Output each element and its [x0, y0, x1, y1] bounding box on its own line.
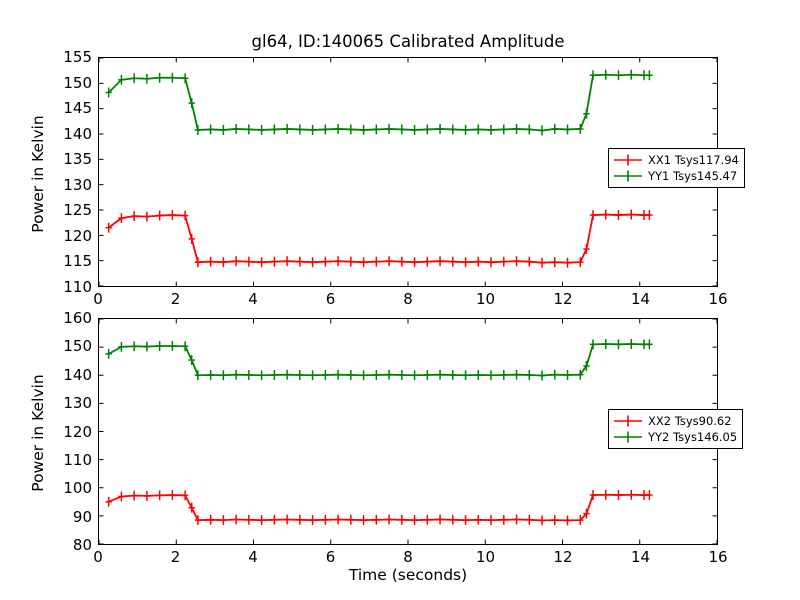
x-tick-label: 8	[403, 290, 413, 308]
legend-bottom[interactable]: XX2 Tsys90.62 YY2 Tsys146.05	[608, 409, 744, 449]
legend-top[interactable]: XX1 Tsys117.94 YY1 Tsys145.47	[608, 148, 745, 188]
legend-label-yy1: YY1 Tsys145.47	[648, 168, 738, 183]
data-line	[108, 73, 650, 132]
y-axis-label-bottom: Power in Kelvin	[29, 374, 47, 492]
y-tick-label: 130	[63, 394, 92, 413]
x-tick-label: 12	[553, 290, 573, 308]
x-tick-label: 2	[170, 290, 181, 308]
legend-swatch-yy1	[614, 170, 642, 182]
data-markers	[105, 339, 653, 381]
data-markers	[105, 69, 653, 136]
y-tick-label: 130	[63, 175, 92, 194]
x-tick-label: 4	[248, 290, 258, 308]
x-tick-label: 16	[708, 548, 728, 566]
data-line	[108, 213, 650, 264]
x-tick-label: 12	[553, 548, 573, 566]
x-tick-label: 16	[708, 290, 728, 308]
data-line	[108, 343, 650, 377]
y-tick-label: 160	[63, 309, 92, 327]
x-tick-label: 10	[475, 290, 496, 308]
legend-item: YY2 Tsys146.05	[613, 429, 737, 445]
y-tick-label: 125	[63, 201, 92, 220]
y-axis-label-top: Power in Kelvin	[29, 115, 47, 233]
y-tick-label: 90	[72, 507, 92, 526]
x-axis-label: Time (seconds)	[348, 566, 468, 584]
x-axis-ticks-bottom: 0 2 4 6 8 10 12 14 16	[93, 548, 727, 570]
y-axis-ticks-bottom: 80 90 100 110 120 130 140 150 160	[48, 309, 92, 554]
y-tick-label: 150	[63, 73, 92, 92]
y-tick-label: 120	[63, 422, 92, 441]
y-tick-label: 80	[72, 536, 92, 554]
legend-swatch-xx1	[614, 154, 642, 166]
x-tick-label: 14	[630, 290, 651, 308]
y-tick-label: 110	[63, 450, 92, 469]
x-tick-label: 4	[248, 548, 258, 566]
y-tick-label: 140	[63, 365, 92, 384]
x-axis-ticks-top: 0 2 4 6 8 10 12 14 16	[93, 290, 727, 312]
y-tick-label: 155	[63, 48, 92, 66]
legend-label-xx2: XX2 Tsys90.62	[648, 413, 732, 428]
y-tick-label: 150	[63, 337, 92, 356]
y-tick-label: 120	[63, 226, 92, 245]
y-tick-label: 140	[63, 124, 92, 143]
y-tick-label: 135	[63, 150, 92, 169]
x-tick-label: 6	[325, 548, 336, 566]
legend-item: XX2 Tsys90.62	[613, 413, 737, 429]
x-tick-label: 0	[93, 548, 103, 566]
legend-label-yy2: YY2 Tsys146.05	[648, 429, 738, 444]
x-tick-label: 2	[170, 548, 181, 566]
data-markers	[105, 489, 653, 526]
y-tick-label: 110	[63, 278, 92, 296]
plot-area-top	[99, 58, 717, 286]
legend-item: YY1 Tsys145.47	[613, 168, 739, 184]
x-tick-label: 14	[630, 548, 651, 566]
legend-item: XX1 Tsys117.94	[613, 152, 739, 168]
y-tick-label: 100	[63, 479, 92, 498]
plot-area-bottom	[99, 319, 717, 544]
data-markers	[105, 209, 653, 268]
y-tick-label: 145	[63, 99, 92, 118]
page-title: gl64, ID:140065 Calibrated Amplitude	[251, 32, 565, 51]
y-axis-ticks-top: 110 115 120 125 130 135 140 145 150 155	[48, 48, 92, 296]
x-tick-label: 0	[93, 290, 103, 308]
legend-swatch-xx2	[614, 415, 642, 427]
x-tick-label: 10	[475, 548, 496, 566]
legend-swatch-yy2	[614, 431, 642, 443]
legend-label-xx1: XX1 Tsys117.94	[648, 152, 739, 167]
data-line	[108, 493, 650, 522]
x-tick-label: 6	[325, 290, 336, 308]
x-tick-label: 8	[403, 548, 413, 566]
y-tick-label: 115	[63, 252, 92, 271]
